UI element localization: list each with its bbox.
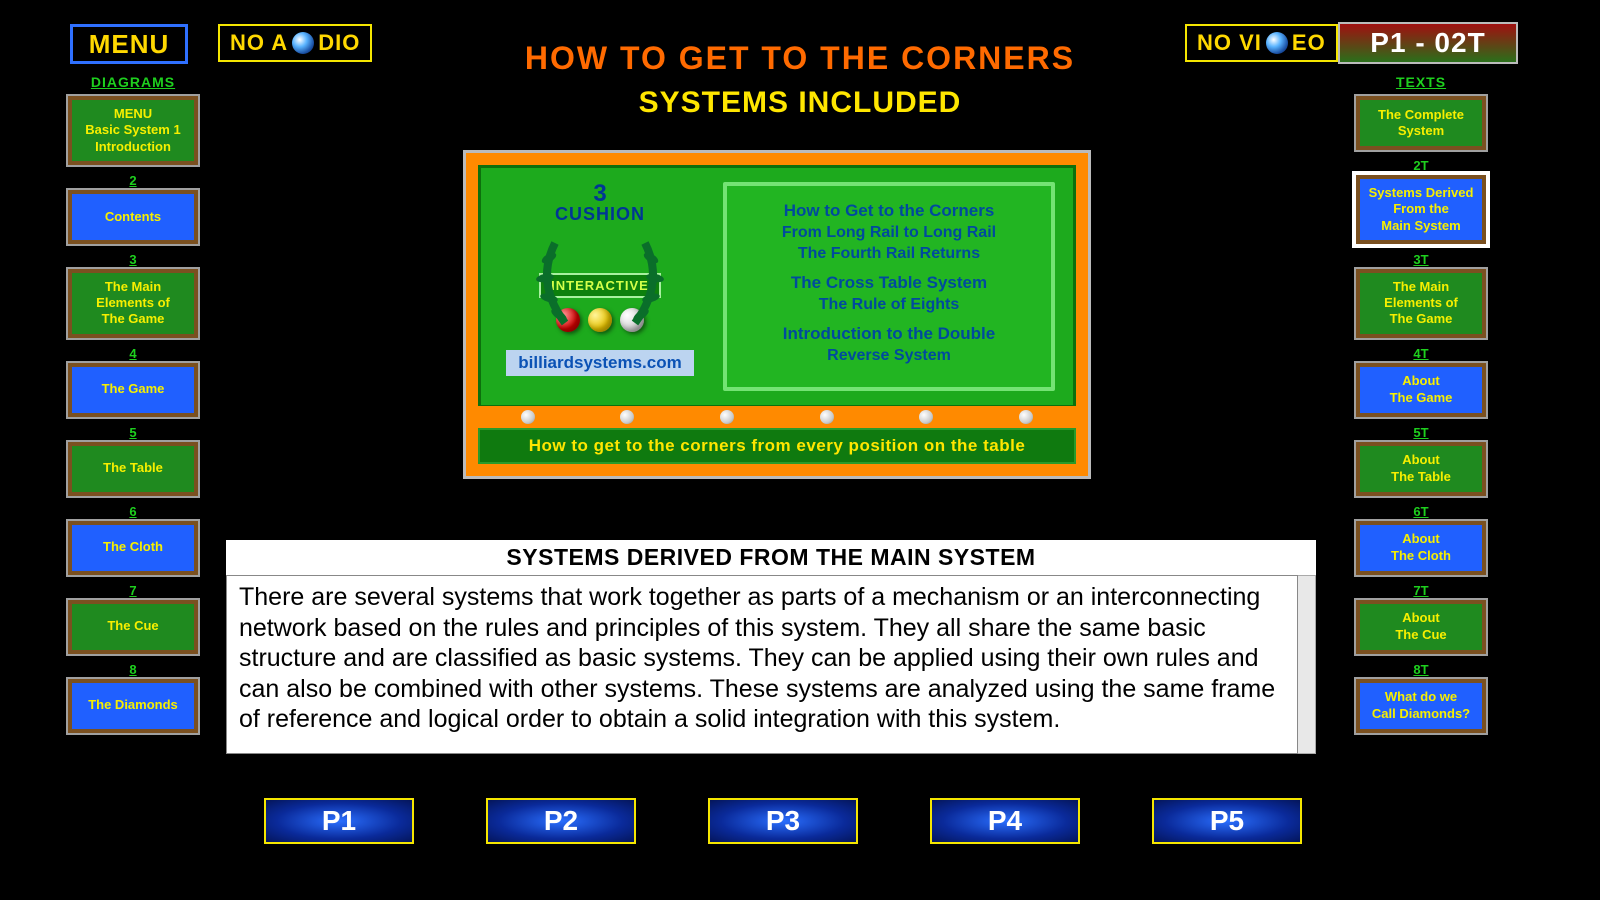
systems-card-inner: 3 CUSHION INTERACTIVE bbox=[478, 165, 1076, 408]
card-number: 7T bbox=[1346, 583, 1496, 598]
card-number: 5T bbox=[1346, 425, 1496, 440]
nav-card[interactable]: The CompleteSystem bbox=[1356, 96, 1486, 150]
card-number: 3T bbox=[1346, 252, 1496, 267]
systems-list-item: The Cross Table System bbox=[735, 273, 1043, 293]
page-button-p2[interactable]: P2 bbox=[486, 798, 636, 844]
systems-list-item: From Long Rail to Long Rail bbox=[735, 224, 1043, 242]
cushion-label: CUSHION bbox=[555, 204, 645, 225]
systems-list-item: The Fourth Rail Returns bbox=[735, 245, 1043, 263]
nav-card[interactable]: MENUBasic System 1Introduction bbox=[68, 96, 198, 165]
card-number: 2 bbox=[58, 173, 208, 188]
card-number: 6T bbox=[1346, 504, 1496, 519]
diagrams-column: DIAGRAMS MENUBasic System 1Introduction 2… bbox=[58, 74, 208, 733]
systems-list-item: How to Get to the Corners bbox=[735, 201, 1043, 221]
nav-card[interactable]: What do weCall Diamonds? bbox=[1356, 679, 1486, 733]
main-title: HOW TO GET TO THE CORNERS bbox=[0, 40, 1600, 77]
systems-list-item: Reverse System bbox=[735, 347, 1043, 365]
page-button-p3[interactable]: P3 bbox=[708, 798, 858, 844]
nav-card[interactable]: AboutThe Table bbox=[1356, 442, 1486, 496]
diamond-dot-icon bbox=[521, 410, 535, 424]
systems-card-footer: How to get to the corners from every pos… bbox=[478, 428, 1076, 464]
systems-list-item: Introduction to the Double bbox=[735, 324, 1043, 344]
card-number: 8T bbox=[1346, 662, 1496, 677]
nav-card[interactable]: AboutThe Cue bbox=[1356, 600, 1486, 654]
nav-card[interactable]: The Cloth bbox=[68, 521, 198, 575]
nav-card[interactable]: AboutThe Cloth bbox=[1356, 521, 1486, 575]
nav-card[interactable]: Systems DerivedFrom theMain System bbox=[1356, 175, 1486, 244]
diamond-dot-icon bbox=[820, 410, 834, 424]
text-panel: SYSTEMS DERIVED FROM THE MAIN SYSTEM The… bbox=[226, 540, 1316, 754]
card-number: 6 bbox=[58, 504, 208, 519]
systems-card-left: 3 CUSHION INTERACTIVE bbox=[495, 182, 705, 391]
nav-card[interactable]: The Cue bbox=[68, 600, 198, 654]
diagrams-header: DIAGRAMS bbox=[58, 74, 208, 90]
page-button-p1[interactable]: P1 bbox=[264, 798, 414, 844]
scrollbar[interactable] bbox=[1298, 575, 1316, 754]
texts-column: TEXTS The CompleteSystem 2T Systems Derive… bbox=[1346, 74, 1496, 733]
systems-card: 3 CUSHION INTERACTIVE bbox=[463, 150, 1091, 479]
card-number: 4 bbox=[58, 346, 208, 361]
text-panel-title: SYSTEMS DERIVED FROM THE MAIN SYSTEM bbox=[226, 540, 1316, 575]
text-panel-body: There are several systems that work toge… bbox=[226, 575, 1298, 754]
nav-card[interactable]: The MainElements ofThe Game bbox=[1356, 269, 1486, 338]
diamond-dot-icon bbox=[1019, 410, 1033, 424]
systems-list-item: The Rule of Eights bbox=[735, 296, 1043, 314]
texts-header: TEXTS bbox=[1346, 74, 1496, 90]
diamond-dot-icon bbox=[919, 410, 933, 424]
nav-card[interactable]: The Game bbox=[68, 363, 198, 417]
nav-card[interactable]: Contents bbox=[68, 190, 198, 244]
diamond-row bbox=[478, 406, 1076, 424]
systems-list: How to Get to the Corners From Long Rail … bbox=[723, 182, 1055, 391]
page-button-p4[interactable]: P4 bbox=[930, 798, 1080, 844]
card-number: 2T bbox=[1346, 158, 1496, 173]
page-buttons-row: P1 P2 P3 P4 P5 bbox=[264, 798, 1302, 844]
card-number: 3 bbox=[58, 252, 208, 267]
nav-card[interactable]: The Table bbox=[68, 442, 198, 496]
diamond-dot-icon bbox=[720, 410, 734, 424]
nav-card[interactable]: The MainElements ofThe Game bbox=[68, 269, 198, 338]
nav-card[interactable]: AboutThe Game bbox=[1356, 363, 1486, 417]
website-label: billiardsystems.com bbox=[506, 350, 693, 376]
card-number: 8 bbox=[58, 662, 208, 677]
cushion-number: 3 bbox=[593, 182, 606, 206]
diamond-dot-icon bbox=[620, 410, 634, 424]
card-number: 4T bbox=[1346, 346, 1496, 361]
nav-card[interactable]: The Diamonds bbox=[68, 679, 198, 733]
card-number: 5 bbox=[58, 425, 208, 440]
laurel-wreath-icon bbox=[525, 223, 675, 343]
page-button-p5[interactable]: P5 bbox=[1152, 798, 1302, 844]
card-number: 7 bbox=[58, 583, 208, 598]
